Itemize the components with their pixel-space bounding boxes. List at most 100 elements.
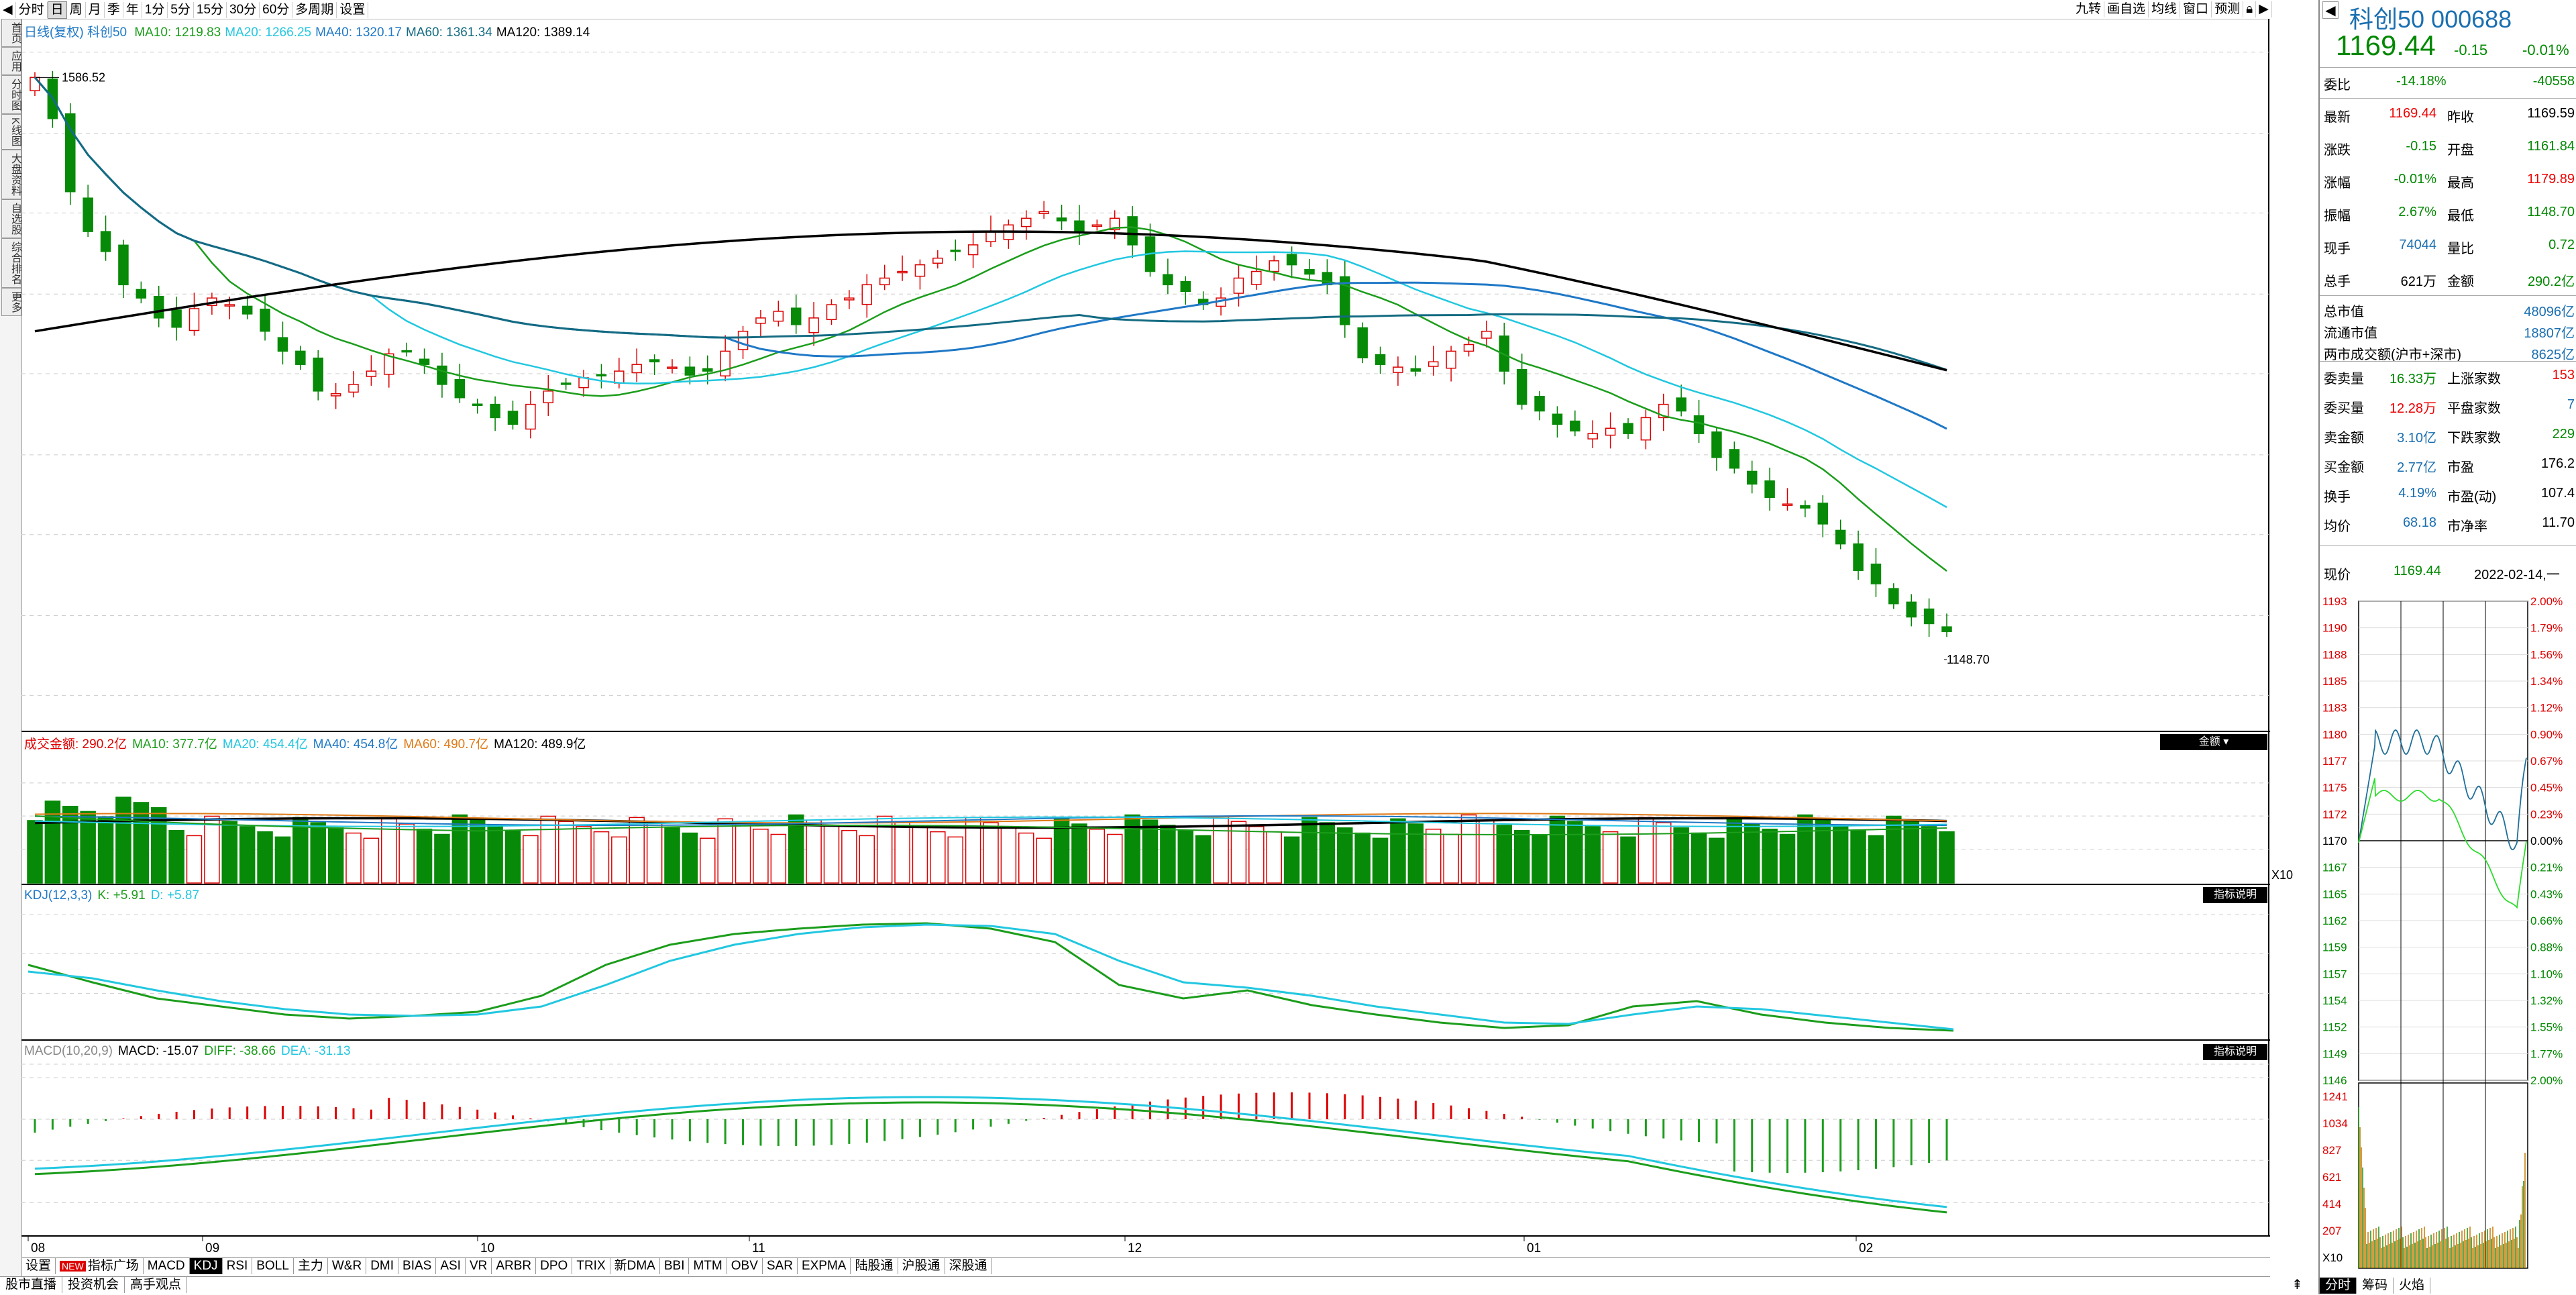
left-nav-item[interactable]: 大盘资料 bbox=[1, 149, 21, 199]
bottom-bar: 股市直播 投资机会 高手观点 bbox=[0, 1276, 2270, 1295]
bottom-bar-button[interactable]: 股市直播 bbox=[0, 1277, 63, 1293]
indicator-tab[interactable]: SAR bbox=[763, 1258, 798, 1274]
mini-pct-label: 1.10% bbox=[2530, 968, 2563, 980]
indicator-tab[interactable]: VR bbox=[466, 1258, 492, 1274]
legend-item: DIFF: -38.66 bbox=[204, 1044, 276, 1058]
period-tab[interactable]: 30分 bbox=[227, 2, 260, 18]
indicator-tab[interactable]: MTM bbox=[689, 1258, 727, 1274]
candle-body bbox=[1605, 427, 1616, 436]
period-tab[interactable]: 60分 bbox=[260, 2, 293, 18]
volume-bar bbox=[1797, 814, 1813, 884]
volume-bar bbox=[239, 826, 256, 884]
indicator-tab[interactable]: BBI bbox=[660, 1258, 690, 1274]
indicator-tab[interactable]: 陆股通 bbox=[851, 1258, 898, 1274]
volume-bar bbox=[1142, 819, 1159, 884]
indicator-tab[interactable]: BOLL bbox=[252, 1258, 294, 1274]
mini-price-label: 1180 bbox=[2322, 728, 2347, 741]
candle-body bbox=[684, 366, 696, 376]
forward-icon[interactable]: ▶ bbox=[2256, 1, 2272, 17]
indicator-tab[interactable]: DPO bbox=[536, 1258, 573, 1274]
period-tab[interactable]: 5分 bbox=[168, 2, 194, 18]
chart-tool-button[interactable]: 均线 bbox=[2149, 1, 2181, 17]
kdj-explain-button[interactable]: 指标说明 bbox=[2203, 887, 2267, 903]
intraday-mini-chart[interactable]: 1193 2.00% 1190 1.79% 1188 1.56% 1185 1.34% 1183… bbox=[2320, 597, 2576, 1276]
volume-ma-line bbox=[34, 816, 1947, 827]
candle-body bbox=[1304, 269, 1315, 275]
candle-body bbox=[1375, 354, 1386, 365]
macd-explain-button[interactable]: 指标说明 bbox=[2203, 1044, 2267, 1060]
indicator-tab[interactable]: BIAS bbox=[398, 1258, 437, 1274]
left-nav-item[interactable]: 综合排名 bbox=[1, 238, 21, 288]
left-nav-item[interactable]: 分时图 bbox=[1, 75, 21, 114]
period-tab[interactable]: 周 bbox=[67, 2, 86, 18]
volume-bar bbox=[1319, 822, 1336, 884]
volume-bar bbox=[753, 829, 769, 884]
volume-bar bbox=[912, 826, 928, 884]
indicator-tab[interactable]: NEW 指标广场 bbox=[56, 1258, 144, 1274]
quote-row: 流通市值 18807亿 bbox=[2320, 315, 2576, 341]
indicator-tab-label: EXPMA bbox=[801, 1259, 847, 1273]
indicator-tab[interactable]: RSI bbox=[223, 1258, 253, 1274]
indicator-tab[interactable]: 新DMA bbox=[610, 1258, 660, 1274]
period-tab[interactable]: 设置 bbox=[337, 2, 369, 18]
indicator-tab[interactable]: W&R bbox=[328, 1258, 367, 1274]
candle-body bbox=[1906, 601, 1917, 618]
period-tab[interactable]: 日 bbox=[47, 1, 67, 19]
period-tab[interactable]: 月 bbox=[86, 2, 105, 18]
period-tab[interactable]: 年 bbox=[123, 2, 142, 18]
candle-body bbox=[631, 364, 642, 374]
chart-tool-button[interactable]: 九转 bbox=[2073, 1, 2105, 17]
index-name: 科创50 000688 bbox=[2349, 5, 2512, 33]
indicator-tab[interactable]: 主力 bbox=[294, 1258, 328, 1274]
period-tab[interactable]: 多周期 bbox=[292, 2, 337, 18]
kline-chart[interactable]: 1605154414841423136313021242118111211586… bbox=[21, 19, 2270, 1257]
quote-tab[interactable]: 分时 bbox=[2320, 1278, 2357, 1294]
candle-body bbox=[1782, 503, 1793, 506]
mini-price-label: 1188 bbox=[2322, 648, 2347, 661]
indicator-tab[interactable]: 深股通 bbox=[945, 1258, 992, 1274]
left-nav-item[interactable]: 应用 bbox=[1, 47, 21, 75]
volume-bar bbox=[62, 805, 78, 884]
volume-bar bbox=[1106, 833, 1123, 884]
volume-bar bbox=[700, 837, 716, 884]
mini-price-label: 1190 bbox=[2322, 622, 2347, 635]
volume-bar bbox=[451, 814, 468, 884]
quote-tab[interactable]: 火焰 bbox=[2394, 1278, 2431, 1294]
indicator-tab[interactable]: ARBR bbox=[492, 1258, 537, 1274]
bottom-bar-button[interactable]: 高手观点 bbox=[125, 1277, 188, 1293]
panel-toggle-icon[interactable]: ◀ bbox=[2322, 1, 2339, 19]
indicator-tab[interactable]: TRIX bbox=[572, 1258, 610, 1274]
period-tab[interactable]: 季 bbox=[105, 2, 123, 18]
mini-pct-label: 1.34% bbox=[2530, 675, 2563, 688]
period-tab[interactable]: 1分 bbox=[142, 2, 168, 18]
left-nav-item[interactable]: 更多 bbox=[1, 287, 21, 316]
indicator-tab-label: TRIX bbox=[576, 1259, 606, 1273]
quote-tab[interactable]: 筹码 bbox=[2357, 1278, 2394, 1294]
indicator-tab[interactable]: MACD bbox=[144, 1258, 190, 1274]
indicator-tab[interactable]: 设置 bbox=[21, 1258, 56, 1274]
volume-selector[interactable]: 金额 ▾ bbox=[2160, 734, 2267, 750]
chart-tool-button[interactable]: 画自选 bbox=[2104, 1, 2149, 17]
candle-body bbox=[967, 244, 979, 256]
left-nav-item[interactable]: K线图 bbox=[1, 114, 21, 150]
indicator-tab[interactable]: 沪股通 bbox=[898, 1258, 945, 1274]
left-nav-item[interactable]: 首页 bbox=[1, 19, 21, 47]
bottom-bar-button[interactable]: 投资机会 bbox=[62, 1277, 125, 1293]
period-tab[interactable]: 分时 bbox=[16, 2, 48, 18]
chart-tool-button[interactable]: 预测 bbox=[2212, 1, 2244, 17]
indicator-tab[interactable]: EXPMA bbox=[798, 1258, 851, 1274]
indicator-tab[interactable]: ASI bbox=[436, 1258, 466, 1274]
indicator-tab[interactable]: DMI bbox=[366, 1258, 399, 1274]
chart-tool-button[interactable]: 窗口 bbox=[2180, 1, 2212, 17]
toolbar-back-icon[interactable]: ◀ bbox=[0, 2, 16, 18]
x-axis-label: 02 bbox=[1859, 1241, 1873, 1255]
pin-top-icon[interactable]: ⇞ bbox=[2292, 1278, 2303, 1292]
volume-bar bbox=[717, 818, 733, 884]
lock-icon[interactable]: 🔒︎ bbox=[2243, 1, 2257, 17]
quote-label: 买金额 bbox=[2324, 460, 2364, 475]
left-nav-item[interactable]: 自选股 bbox=[1, 199, 21, 238]
quote-label: 涨幅 bbox=[2324, 176, 2351, 191]
period-tab[interactable]: 15分 bbox=[194, 2, 227, 18]
indicator-tab[interactable]: OBV bbox=[727, 1258, 763, 1274]
indicator-tab[interactable]: KDJ bbox=[189, 1258, 223, 1274]
